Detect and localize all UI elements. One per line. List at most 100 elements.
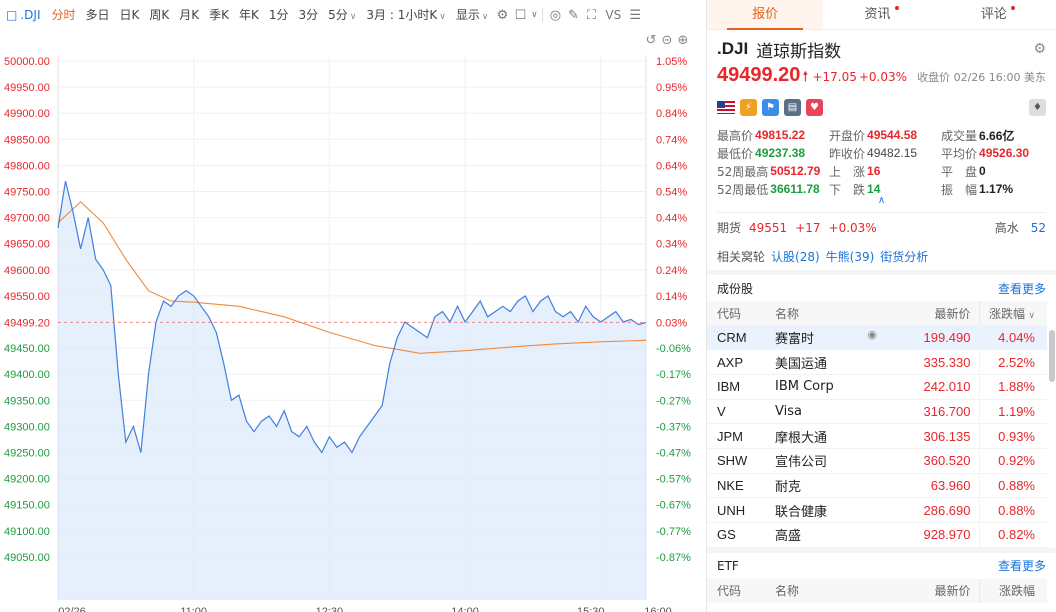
row-name-text: 赛富时 [775,331,815,347]
period-weekly[interactable]: 周K [149,8,170,22]
row-name-text: 联合健康 [775,504,828,520]
pct-tick-label: 0.03% [656,317,687,329]
period-multiday[interactable]: 多日 [85,8,110,22]
price-area [58,181,646,599]
tab-comment-label: 评论 [980,7,1007,22]
row-price-text: 316.700 [923,403,971,419]
table-header-row: 代码 名称 最新价 涨跌幅 [707,578,1047,603]
document-icon[interactable]: ▤ [784,98,801,116]
table-row[interactable]: GS 高盛 928.970 0.82% [707,522,1047,548]
x-tick-label: 14:00 [451,606,479,612]
period-3min[interactable]: 3分 [298,8,319,22]
up-arrow-icon: 🠕 [802,69,809,85]
pen-icon[interactable]: ✎ [567,7,579,23]
table-row[interactable]: NKE 耐克 63.960 0.88% [707,473,1047,499]
period-yearly[interactable]: 年K [239,8,259,22]
pct-tick-label: 0.74% [656,134,687,146]
toolbar-divider [542,8,544,22]
period-5min-label: 5分 [328,8,348,22]
chart-svg: 50000.00 1.05% 49950.00 0.95% 49900.00 0.84% 4… [4,33,691,612]
table-row[interactable]: JPM 摩根大通 306.135 0.93% [707,423,1047,449]
bell-icon[interactable]: ♦ [1029,98,1046,116]
etf-col-change-pct[interactable]: 涨跌幅 [979,578,1047,603]
settings-icon[interactable]: ⚙ [496,7,509,23]
average-line [57,201,647,354]
more-icon[interactable]: ☰ [629,7,642,23]
stat-down-count: 14 [867,182,881,196]
period-1min[interactable]: 1分 [268,8,289,22]
compare-button[interactable]: VS [605,8,622,22]
stat-52w-low-label: 52周最低 [717,182,769,197]
zoom-in-icon[interactable]: ⊕ [678,33,689,48]
col-code[interactable]: 代码 [707,301,771,325]
pct-tick-label: -0.67% [656,500,691,512]
row-code-text: SHW [717,453,748,469]
camera-icon[interactable]: ◎ [549,7,562,23]
related-label: 相关窝轮 [717,249,766,264]
y-tick-label: 49950.00 [4,82,50,94]
period-daily[interactable]: 日K [119,8,140,22]
tab-comment[interactable]: 评论 [940,0,1056,29]
period-monthly[interactable]: 月K [179,8,200,22]
constituents-more-link[interactable]: 查看更多 [997,281,1046,296]
col-price[interactable]: 最新价 [883,301,980,325]
panel-tabs: 报价 资讯 评论 [707,0,1056,30]
y-tick-label: 49700.00 [4,213,50,225]
table-row[interactable]: UNH 联合健康 286.690 0.88% [707,497,1047,523]
row-name: 耐克 [771,473,883,499]
display-menu[interactable]: 显示 ∨ [451,0,494,30]
y-tick-label: 49800.00 [4,160,50,172]
zoom-out-icon[interactable]: ⊝ [662,33,673,48]
intraday-chart[interactable]: 50000.00 1.05% 49950.00 0.95% 49900.00 0.84% 4… [0,30,706,612]
checkbox-icon[interactable]: ☐ [514,7,527,23]
average-line-group [57,201,647,354]
row-change-pct: 1.19% [979,399,1047,425]
tag-icon[interactable]: ⚑ [762,98,779,116]
interval-selector[interactable]: 3月 : 1小时K ∨ [361,0,450,30]
futures-price: 49551 [749,220,788,235]
etf-more-link[interactable]: 查看更多 [997,559,1046,574]
etf-col-name[interactable]: 名称 [771,578,883,603]
table-row[interactable]: IBM IBM Corp 242.010 1.88% [707,374,1047,400]
tab-quote[interactable]: 报价 [707,0,824,30]
undo-icon[interactable]: ↺ [646,33,657,48]
index-code: .DJI [717,39,749,58]
period-5min[interactable]: 5分 ∨ [323,0,361,30]
period-intraday[interactable]: 分时 [51,8,76,22]
table-row[interactable]: V Visa 316.700 1.19% [707,399,1047,425]
chevron-down-icon[interactable]: ∨ [531,10,538,20]
col-change-pct[interactable]: 涨跌幅 ∨ [979,301,1047,325]
warrants-link[interactable]: 认股(28) [771,249,820,264]
y-tick-label: 49050.00 [4,552,50,564]
table-row[interactable]: AXP 美国运通 335.330 2.52% [707,349,1047,375]
table-row[interactable]: CRM 赛富时 ◉ 199.490 4.04% [707,325,1047,351]
heart-icon[interactable]: ♥ [806,98,823,116]
futures-row[interactable]: 期货 49551 +17 +0.03% 高水 52 [717,212,1046,242]
pct-tick-label: -0.87% [656,552,691,564]
eye-icon[interactable]: ◉ [867,327,877,341]
etf-col-price[interactable]: 最新价 [883,578,980,603]
settings-icon[interactable]: ⚙ [1033,41,1046,57]
street-analysis-link[interactable]: 街货分析 [880,249,929,264]
table-row[interactable]: SHW 宣伟公司 360.520 0.92% [707,448,1047,474]
lightning-icon[interactable]: ⚡ [740,98,757,116]
chart-toolbar: □ .DJI 分时 多日 日K 周K 月K 季K 年K 1分 3分 5分 ∨ 3月… [0,0,706,30]
interval-label: 3月 : 1小时K [366,8,438,22]
etf-section: ETF 查看更多 代码 名称 最新价 涨跌幅 [707,547,1056,603]
period-quarterly[interactable]: 季K [209,8,230,22]
row-change-pct-text: 1.88% [998,379,1035,395]
scrollbar[interactable] [1049,330,1055,382]
row-change-pct-text: 0.93% [998,428,1035,444]
col-name[interactable]: 名称 [771,301,883,325]
tab-news[interactable]: 资讯 [823,0,939,29]
etf-col-code[interactable]: 代码 [707,578,771,603]
y-tick-label: 49300.00 [4,421,50,433]
row-price-text: 306.135 [923,428,971,444]
fullscreen-icon[interactable]: ⛶ [586,7,596,23]
row-change-pct-text: 0.92% [998,453,1035,469]
chevron-up-icon[interactable]: ∧ [877,195,886,206]
y-tick-label: 49400.00 [4,369,50,381]
symbol-selector[interactable]: □ .DJI [4,0,46,30]
cbbc-link[interactable]: 牛熊(39) [825,249,875,264]
row-price: 335.330 [883,349,980,375]
